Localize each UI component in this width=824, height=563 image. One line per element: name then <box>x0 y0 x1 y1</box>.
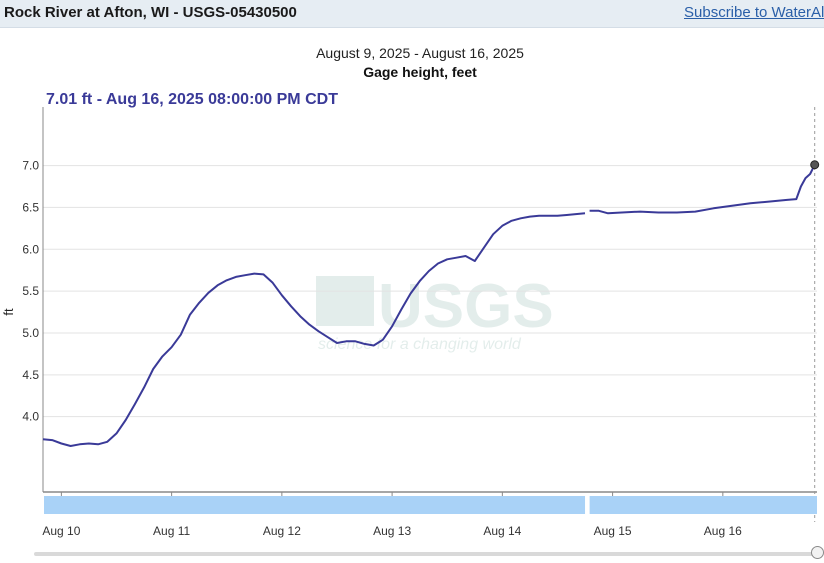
x-tick-label: Aug 15 <box>594 524 632 538</box>
y-tick-label: 5.0 <box>22 326 39 340</box>
highlight-point <box>810 160 820 170</box>
hover-readout: 7.01 ft - Aug 16, 2025 08:00:00 PM CDT <box>46 91 338 108</box>
series-line <box>42 212 586 447</box>
subscribe-wateralert-link[interactable]: Subscribe to WaterAlert <box>684 4 824 21</box>
x-tick-label: Aug 11 <box>153 524 190 538</box>
series-line <box>589 164 816 215</box>
y-tick-label: 6.5 <box>22 200 39 214</box>
page-header: Rock River at Afton, WI - USGS-05430500 … <box>0 0 824 28</box>
time-range-slider-handle[interactable] <box>811 546 824 559</box>
y-axis-label: ft <box>1 308 16 316</box>
x-tick-label: Aug 13 <box>373 524 411 538</box>
chart-subtitle: August 9, 2025 - August 16, 2025 <box>316 45 524 61</box>
site-title: Rock River at Afton, WI - USGS-05430500 <box>4 4 297 21</box>
navigator-band <box>589 496 817 514</box>
y-tick-label: 7.0 <box>22 159 39 173</box>
watermark-brand: USGS <box>378 272 554 341</box>
navigator-band <box>44 496 586 514</box>
y-tick-label: 5.5 <box>22 284 39 298</box>
y-tick-label: 6.0 <box>22 242 39 256</box>
chart-title: Gage height, feet <box>363 64 477 80</box>
watermark-tagline: science for a changing world <box>318 336 522 353</box>
x-tick-label: Aug 14 <box>483 524 521 538</box>
y-tick-label: 4.5 <box>22 368 39 382</box>
gage-height-chart[interactable]: August 9, 2025 - August 16, 2025 Gage he… <box>0 27 824 547</box>
x-tick-label: Aug 12 <box>263 524 301 538</box>
x-tick-label: Aug 16 <box>704 524 742 538</box>
usgs-logo-icon <box>316 276 374 326</box>
x-tick-label: Aug 10 <box>42 524 80 538</box>
usgs-watermark: USGS science for a changing world <box>316 272 554 353</box>
time-range-slider-track[interactable] <box>34 552 814 556</box>
y-tick-label: 4.0 <box>22 410 39 424</box>
